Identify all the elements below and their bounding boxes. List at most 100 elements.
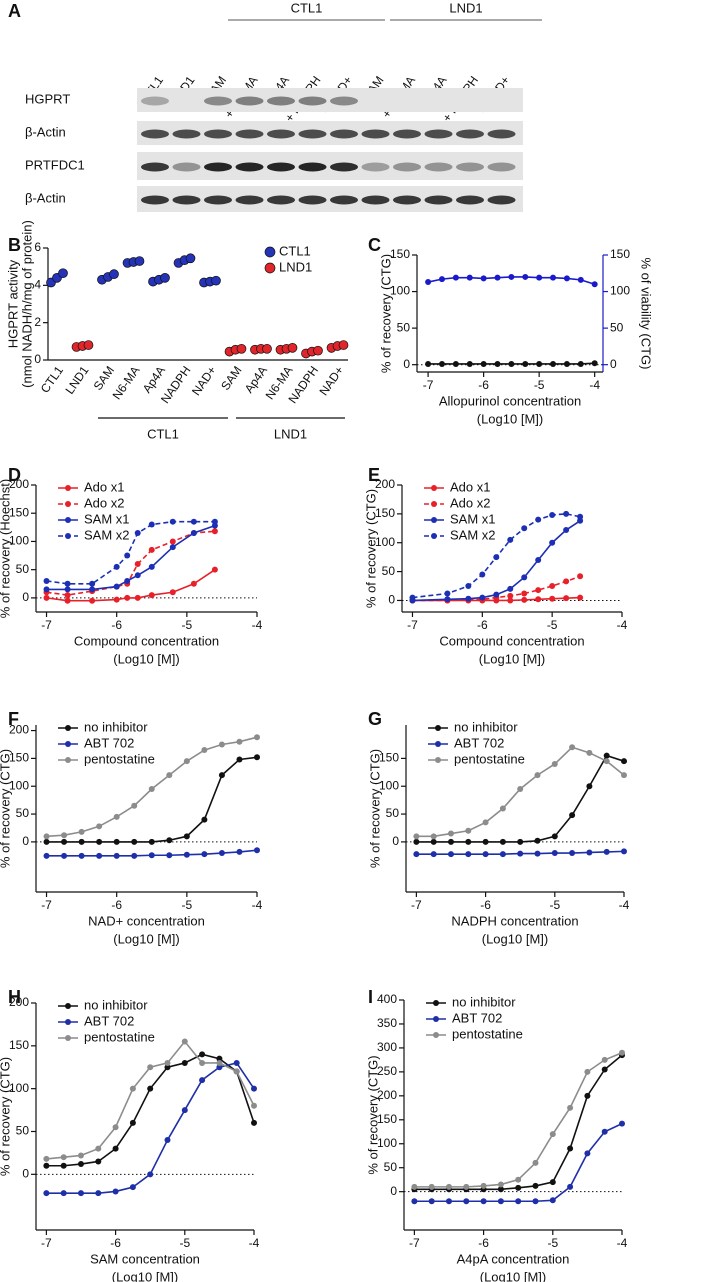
x-tick-label: LND1 [62, 363, 91, 396]
data-point [603, 758, 610, 765]
data-point [499, 838, 506, 845]
data-point [586, 849, 593, 856]
data-point [236, 738, 243, 745]
panel-letter: G [368, 709, 382, 729]
data-point [563, 510, 570, 517]
x-tick-label: -4 [617, 618, 628, 632]
y-tick-label: 0 [403, 357, 410, 371]
legend-label: Ado x2 [450, 495, 490, 510]
band [204, 162, 232, 172]
y-tick-label: 100 [375, 535, 395, 549]
data-point [147, 1064, 154, 1071]
data-point [95, 1158, 102, 1165]
x-axis-label: (Log10 [M]) [480, 1269, 546, 1282]
group-label: CTL1 [147, 426, 179, 441]
data-point [532, 1182, 539, 1189]
data-point [199, 1077, 206, 1084]
legend-marker [431, 485, 437, 491]
y-tick-label: 400 [377, 992, 397, 1006]
y-tick-label: 100 [390, 284, 410, 298]
data-point [58, 268, 68, 279]
data-point [447, 838, 454, 845]
data-point [190, 580, 197, 587]
y-tick-label: 0 [392, 834, 399, 848]
data-point [499, 851, 506, 858]
data-point [134, 572, 141, 579]
data-point [532, 1159, 539, 1166]
data-point [444, 596, 451, 603]
data-point [113, 596, 120, 603]
y-tick-label: 200 [9, 723, 29, 737]
data-point [43, 838, 50, 845]
x-axis-label: NADPH concentration [451, 913, 578, 928]
data-point [411, 1183, 418, 1190]
legend-label: no inhibitor [84, 719, 148, 734]
data-point [236, 756, 243, 763]
data-point [479, 594, 486, 601]
x-axis-label: (Log10 [M]) [112, 1269, 178, 1282]
x-tick-label: -6 [478, 1236, 489, 1250]
y-tick-label: 50 [16, 806, 30, 820]
data-point [535, 587, 542, 594]
data-point [549, 583, 556, 590]
data-point [619, 1120, 625, 1127]
legend-marker [433, 1032, 439, 1038]
y-tick-label: 0 [34, 352, 41, 366]
x-tick-label: -5 [549, 898, 560, 912]
data-point [164, 1059, 171, 1066]
data-point [64, 597, 71, 604]
band [456, 195, 484, 205]
data-point [77, 1152, 84, 1159]
x-tick-label: -4 [617, 1236, 628, 1250]
x-tick-label: -7 [411, 898, 422, 912]
legend-label: SAM x2 [84, 527, 130, 542]
legend-marker [65, 757, 71, 763]
data-point [148, 563, 155, 570]
data-point [413, 851, 420, 858]
data-point [430, 833, 437, 840]
data-point [521, 596, 528, 603]
x-tick-label: -5 [534, 378, 545, 392]
series-line [412, 520, 581, 602]
data-point [201, 851, 208, 858]
data-point [113, 583, 120, 590]
data-point [216, 1064, 223, 1071]
band [172, 162, 201, 172]
band [393, 195, 421, 205]
data-point [430, 851, 437, 858]
legend-marker [435, 725, 441, 731]
data-point [233, 1068, 240, 1075]
band [487, 195, 516, 205]
data-point [96, 838, 103, 845]
data-point [550, 274, 557, 281]
data-point [160, 273, 170, 283]
data-point [129, 1119, 136, 1126]
band [204, 195, 232, 205]
y-tick-label: 200 [9, 995, 29, 1009]
legend-marker [65, 1035, 71, 1041]
x-tick-label: -6 [480, 898, 491, 912]
x-tick-label: NAD+ [317, 364, 347, 399]
data-point [569, 850, 576, 857]
panel-letter: A [8, 1, 21, 21]
x-axis-label: (Log10 [M]) [477, 411, 543, 426]
data-point [444, 590, 451, 597]
legend-marker [65, 501, 71, 507]
band [267, 129, 295, 139]
row-label: β-Actin [25, 124, 66, 139]
x-tick-label: -6 [477, 618, 488, 632]
y-tick-label: 350 [377, 1016, 397, 1030]
legend-marker [65, 725, 71, 731]
y-tick-label: 100 [379, 778, 399, 792]
legend-marker [433, 1016, 439, 1022]
legend-label: ABT 702 [454, 735, 504, 750]
data-point [425, 279, 432, 286]
x-axis-label: Compound concentration [439, 633, 584, 648]
data-point [494, 360, 501, 367]
legend-label: Ado x2 [84, 495, 124, 510]
data-point [61, 852, 68, 859]
data-point [166, 852, 173, 859]
y-tick-label: 150 [377, 1112, 397, 1126]
band [298, 129, 327, 139]
data-point [493, 591, 500, 598]
